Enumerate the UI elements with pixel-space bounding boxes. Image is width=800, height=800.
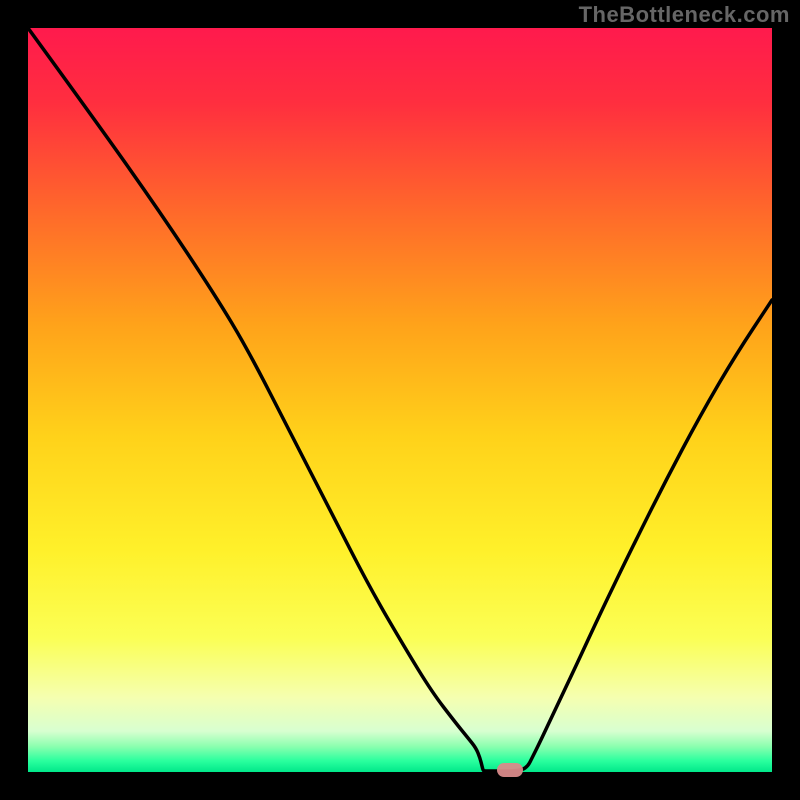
chart-container: TheBottleneck.com	[0, 0, 800, 800]
plot-area	[28, 28, 772, 772]
bottleneck-curve	[28, 28, 772, 772]
optimal-marker	[497, 763, 523, 777]
watermark-text: TheBottleneck.com	[579, 2, 790, 28]
